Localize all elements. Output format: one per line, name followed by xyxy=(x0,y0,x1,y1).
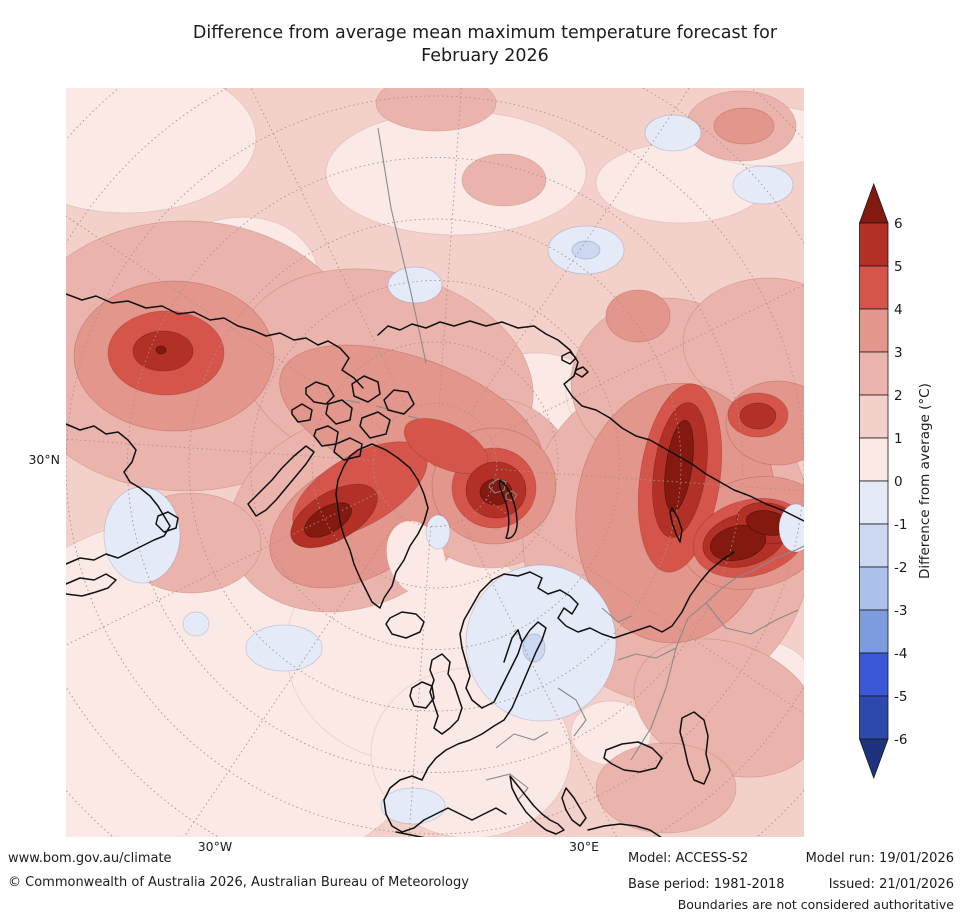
colorbar-tick-label: 2 xyxy=(894,388,903,404)
caspian-sea xyxy=(679,711,711,785)
colorbar-segment xyxy=(859,523,889,568)
colorbar-segment xyxy=(859,652,889,697)
colorbar-tick-label: -2 xyxy=(894,560,907,576)
colorbar-segment xyxy=(859,695,889,740)
canadian-archipelago xyxy=(291,375,415,461)
colorbar-segment xyxy=(859,265,889,310)
anomaly-band-gt6 xyxy=(155,345,791,561)
footer-copyright: © Commonwealth of Australia 2026, Austra… xyxy=(8,875,469,890)
title-line-1: Difference from average mean maximum tem… xyxy=(192,23,778,43)
coast-west-europe xyxy=(383,719,507,833)
colorbar-axis-label: Difference from average (°C) xyxy=(917,383,933,579)
colorbar-tick-label: 3 xyxy=(894,345,903,361)
colorbar-segment xyxy=(859,308,889,353)
coast-greenland xyxy=(335,443,429,609)
lat-tick-label: 30°N xyxy=(28,452,60,467)
colorbar-tick-label: 6 xyxy=(894,216,903,232)
colorbar-tick-label: 4 xyxy=(894,302,903,318)
footer-base-period: Base period: 1981-2018 xyxy=(628,877,785,892)
coast-italy xyxy=(509,775,565,835)
island-uk xyxy=(429,653,463,735)
lon-tick-label-west: 30°W xyxy=(197,839,233,854)
coast-norway xyxy=(459,579,493,709)
colorbar-segment xyxy=(859,351,889,396)
colorbar-tick-label: -4 xyxy=(894,646,907,662)
coast-north-america xyxy=(66,423,171,565)
footer-disclaimer: Boundaries are not considered authoritat… xyxy=(677,897,954,912)
lake-baikal xyxy=(669,507,683,543)
coast-greece xyxy=(561,787,587,827)
colorbar-tick-label: -6 xyxy=(894,732,907,748)
country-borders xyxy=(345,127,804,801)
coast-kola-barents xyxy=(491,551,735,639)
colorbar: 6 5 4 3 2 1 0 -1 -2 -3 -4 -5 -6 xyxy=(859,182,907,780)
colorbar-segment xyxy=(859,566,889,611)
island-baffin xyxy=(247,445,315,517)
colorbar-tick-label: 1 xyxy=(894,431,903,447)
lon-tick-label-east: 30°E xyxy=(568,839,600,854)
title-line-2: February 2026 xyxy=(421,46,549,66)
colorbar-arrow-above-max xyxy=(859,182,889,224)
coast-alaska-canada xyxy=(66,293,364,389)
colorbar-segment xyxy=(859,222,889,267)
colorbar-tick-label: -3 xyxy=(894,603,907,619)
colorbar-tick-label: -1 xyxy=(894,517,907,533)
footer-model: Model: ACCESS-S2 xyxy=(628,851,749,866)
page-title: Difference from average mean maximum tem… xyxy=(20,22,950,68)
colorbar-segment xyxy=(859,394,889,439)
colorbar-segment xyxy=(859,480,889,525)
coast-siberia xyxy=(377,320,804,522)
anomaly-map xyxy=(66,88,804,837)
footer-website: www.bom.gov.au/climate xyxy=(8,851,172,866)
footer-model-block: Model: ACCESS-S2 Model run: 19/01/2026 B… xyxy=(628,851,954,903)
colorbar-segment xyxy=(859,609,889,654)
colorbar-tick-label: -5 xyxy=(894,689,907,705)
graticule xyxy=(66,88,804,837)
colorbar-tick-label: 5 xyxy=(894,259,903,275)
coastlines xyxy=(66,293,804,837)
colorbar-tick-label: 0 xyxy=(894,474,903,490)
island-ireland xyxy=(409,681,435,709)
colorbar-segment xyxy=(859,437,889,482)
anomaly-band-m2tom1 xyxy=(522,240,601,663)
coast-baltic xyxy=(481,629,523,709)
black-sea xyxy=(603,741,663,773)
colorbar-arrow-below-min xyxy=(859,738,889,780)
coast-anatolia-levant xyxy=(587,823,662,837)
footer-model-run: Model run: 19/01/2026 xyxy=(805,851,954,866)
island-novaya-zemlya xyxy=(498,479,518,540)
island-iceland xyxy=(385,611,425,639)
footer-issued: Issued: 21/01/2026 xyxy=(828,877,954,892)
